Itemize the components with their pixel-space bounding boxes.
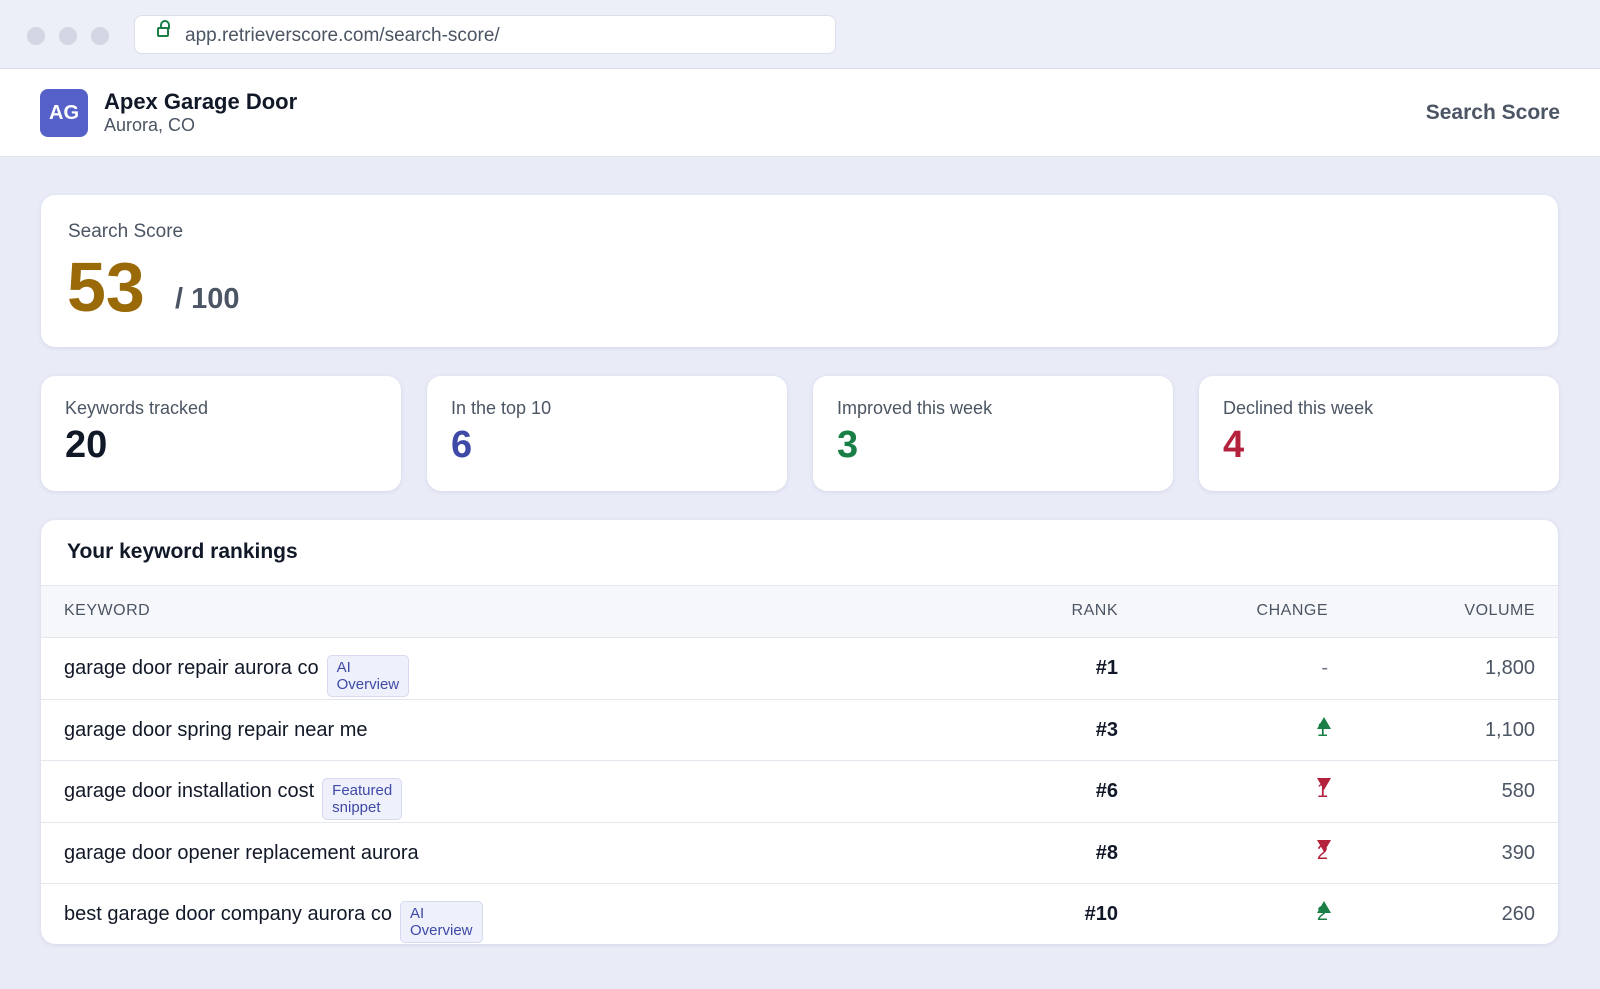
keyword-cell: garage door installation cost Featured sn… — [64, 778, 403, 820]
stat-card: Keywords tracked 20 — [41, 376, 401, 491]
url: app.retrieverscore.com/search-score/ — [185, 25, 500, 46]
down-arrow — [1316, 839, 1331, 852]
address-bar[interactable]: app.retrieverscore.com/search-score/ — [134, 15, 836, 54]
keyword-cell: garage door spring repair near me — [64, 719, 368, 742]
stat-card: Declined this week 4 — [1199, 376, 1559, 491]
stat-label: In the top 10 — [451, 398, 552, 418]
volume: 580 — [1501, 780, 1535, 802]
down-arrow — [1316, 778, 1331, 790]
rank: #1 — [1095, 657, 1118, 679]
change: 1 — [1316, 780, 1328, 802]
up-arrow — [1316, 901, 1331, 913]
table-row: best garage door company aurora co AI Ove… — [41, 883, 1558, 944]
column-header: CHANGE — [1256, 602, 1328, 619]
app-header: AG Apex Garage Door Aurora, CO Search Sc… — [0, 69, 1600, 157]
browser-bar: app.retrieverscore.com/search-score/ — [0, 0, 1600, 69]
avatar: AG — [40, 89, 88, 137]
change: 2 — [1316, 903, 1328, 925]
change-cell: 1 — [1316, 716, 1331, 742]
change: - — [1321, 657, 1328, 679]
change-cell: 2 — [1316, 901, 1331, 926]
change-cell: - — [1321, 657, 1328, 680]
column-header: KEYWORD — [64, 602, 151, 619]
keyword: best garage door company aurora co — [64, 903, 392, 925]
stat-card: Improved this week 3 — [813, 376, 1173, 491]
table-row: garage door installation cost Featured sn… — [41, 760, 1558, 822]
rank: #8 — [1095, 841, 1118, 864]
nav-link[interactable]: Search Score — [1425, 101, 1560, 124]
change: 2 — [1316, 841, 1328, 864]
keyword: garage door repair aurora co — [64, 657, 319, 679]
stat-card: In the top 10 6 — [427, 376, 787, 491]
score-label: Search Score — [68, 221, 184, 242]
window-button[interactable] — [27, 27, 45, 45]
stat-value: 20 — [65, 424, 108, 466]
column-header: RANK — [1071, 602, 1118, 619]
business-name: Apex Garage Door — [104, 89, 298, 114]
rank: #6 — [1095, 780, 1118, 802]
keyword: garage door spring repair near me — [64, 718, 368, 741]
table-row: garage door opener replacement aurora #8 2… — [41, 821, 1558, 884]
up-arrow — [1316, 716, 1331, 729]
change: 1 — [1316, 718, 1328, 741]
volume: 1,100 — [1484, 718, 1535, 741]
table-row: garage door repair aurora co AI Overview #… — [41, 637, 1558, 699]
stat-value: 3 — [837, 424, 859, 466]
business-location: Aurora, CO — [104, 115, 196, 135]
table-row: garage door spring repair near me #3 1 1,10… — [41, 698, 1558, 761]
stat-label: Keywords tracked — [65, 398, 209, 418]
window-button[interactable] — [91, 27, 109, 45]
table-header: KEYWORD RANK CHANGE VOLUME — [41, 585, 1558, 637]
rank: #3 — [1095, 718, 1118, 741]
keyword-cell: garage door opener replacement aurora — [64, 842, 419, 865]
volume: 1,800 — [1484, 657, 1535, 679]
feature-badge: AI Overview — [399, 901, 483, 943]
score-value: 53 — [67, 248, 145, 326]
keyword-cell: garage door repair aurora co AI Overview — [64, 655, 410, 697]
window-button[interactable] — [59, 27, 77, 45]
keyword: garage door opener replacement aurora — [64, 841, 419, 864]
stat-value: 6 — [451, 424, 473, 466]
volume: 260 — [1501, 903, 1535, 925]
column-header: VOLUME — [1464, 602, 1535, 619]
keyword: garage door installation cost — [64, 780, 315, 802]
stat-label: Declined this week — [1223, 398, 1374, 418]
rankings-card: Your keyword rankings KEYWORD RANK CHANGE V… — [41, 520, 1558, 944]
change-cell: 2 — [1316, 839, 1331, 865]
stat-label: Improved this week — [837, 398, 993, 418]
volume: 390 — [1501, 841, 1535, 864]
feature-badge: AI Overview — [326, 655, 410, 697]
change-cell: 1 — [1316, 778, 1331, 803]
score-max: / 100 — [175, 283, 240, 315]
lock-icon — [157, 20, 170, 37]
table-title: Your keyword rankings — [67, 540, 298, 563]
feature-badge: Featured snippet — [322, 778, 403, 820]
rank: #10 — [1084, 903, 1118, 925]
keyword-cell: best garage door company aurora co AI Ove… — [64, 901, 483, 943]
stat-value: 4 — [1223, 424, 1245, 466]
score-card: Search Score 53 / 100 — [41, 195, 1558, 347]
